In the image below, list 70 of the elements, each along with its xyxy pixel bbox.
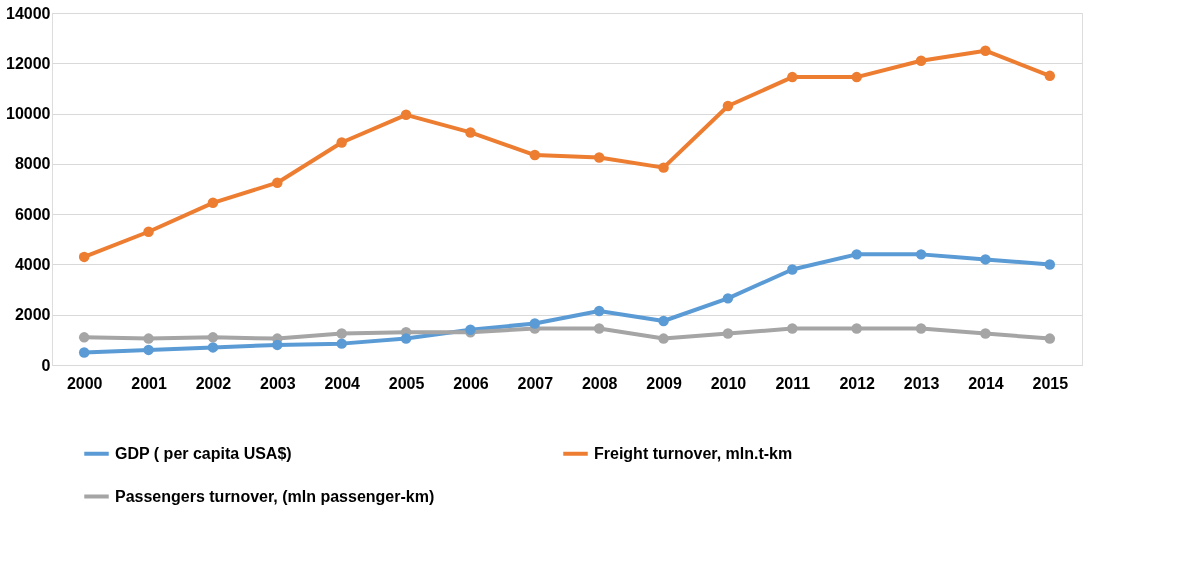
x-tick-label: 2015 (1032, 374, 1069, 392)
x-tick-label: 2002 (195, 374, 232, 392)
point (851, 71, 862, 83)
x-tick-label: 2005 (388, 374, 425, 392)
point (851, 249, 862, 260)
point (465, 127, 476, 138)
y-tick-label: 4000 (14, 255, 51, 273)
point (915, 249, 927, 260)
point (722, 293, 734, 304)
point (1044, 333, 1056, 344)
point (658, 333, 669, 344)
point (787, 71, 798, 83)
point (143, 226, 154, 237)
y-tick-label: 0 (41, 356, 51, 374)
legend-label: GDP ( per capita USA$) (115, 444, 292, 462)
point (851, 323, 862, 334)
point (272, 177, 283, 188)
point (400, 333, 412, 344)
point (207, 197, 219, 209)
x-tick-label: 2014 (968, 374, 1004, 392)
point (529, 318, 541, 329)
x-tick-label: 2003 (260, 374, 296, 392)
y-tick-label: 14000 (6, 4, 51, 22)
x-tick-label: 2010 (710, 374, 747, 392)
y-tick-label: 12000 (6, 54, 51, 72)
x-tick-label: 2008 (581, 374, 618, 392)
point (336, 137, 347, 148)
point (272, 339, 283, 351)
point (143, 344, 154, 356)
point (143, 333, 154, 344)
x-tick-label: 2004 (324, 374, 361, 392)
x-tick-label: 2013 (903, 374, 940, 392)
point (658, 315, 669, 327)
point (78, 332, 90, 343)
x-tick-label: 2006 (453, 374, 489, 392)
point (336, 328, 347, 339)
point (207, 332, 219, 343)
point (787, 264, 798, 275)
point (915, 323, 927, 334)
x-tick-label: 2009 (646, 374, 682, 392)
point (787, 323, 798, 334)
x-tick-label: 2011 (775, 374, 811, 392)
point (78, 347, 90, 358)
point (980, 254, 991, 265)
point (400, 109, 412, 121)
point (722, 328, 734, 339)
x-tick-label: 2007 (517, 374, 554, 392)
point (207, 342, 219, 353)
point (915, 55, 927, 67)
y-tick-label: 8000 (14, 155, 51, 173)
point (980, 45, 991, 56)
point (529, 149, 541, 161)
point (1044, 70, 1056, 82)
point (336, 338, 347, 349)
point (593, 323, 605, 334)
x-tick-label: 2000 (66, 374, 103, 392)
legend-label: Freight turnover, mln.t-km (594, 444, 793, 462)
point (980, 328, 991, 339)
point (593, 305, 605, 317)
point (78, 251, 90, 263)
point (722, 100, 734, 112)
point (593, 152, 605, 163)
y-tick-label: 6000 (14, 205, 51, 223)
x-tick-label: 2012 (839, 374, 876, 392)
y-tick-label: 2000 (14, 306, 51, 324)
point (1044, 259, 1056, 270)
y-tick-label: 10000 (6, 105, 51, 123)
point (658, 162, 669, 173)
x-tick-label: 2001 (131, 374, 167, 392)
legend-label: Passengers turnover, (mln passenger-km) (115, 487, 435, 505)
